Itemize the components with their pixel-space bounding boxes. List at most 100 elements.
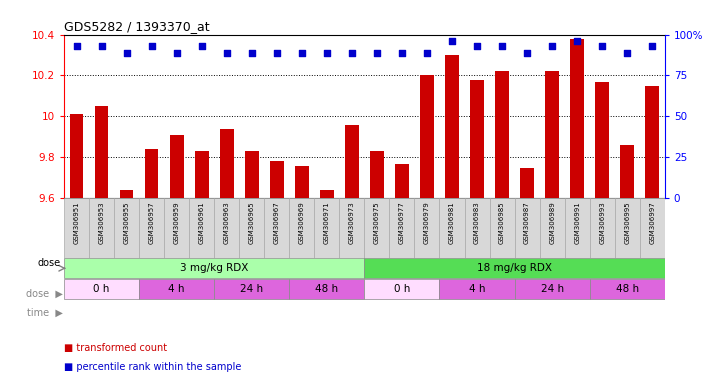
Text: dose  ▶: dose ▶ xyxy=(26,289,63,299)
Bar xyxy=(239,198,264,258)
Bar xyxy=(420,76,434,198)
Text: GSM306987: GSM306987 xyxy=(524,201,530,244)
Bar xyxy=(589,279,665,299)
Text: 0 h: 0 h xyxy=(394,284,410,294)
Bar xyxy=(339,198,364,258)
Text: GSM306997: GSM306997 xyxy=(649,201,656,244)
Text: time  ▶: time ▶ xyxy=(27,308,63,318)
Bar xyxy=(345,125,359,198)
Bar xyxy=(139,198,164,258)
Point xyxy=(221,50,232,56)
Point xyxy=(146,43,157,49)
Text: GSM306985: GSM306985 xyxy=(499,201,505,244)
Point xyxy=(447,38,458,44)
Text: 48 h: 48 h xyxy=(315,284,338,294)
Point xyxy=(121,50,132,56)
Bar xyxy=(370,151,384,198)
Point xyxy=(646,43,658,49)
Bar xyxy=(570,39,584,198)
Point xyxy=(246,50,257,56)
Point xyxy=(346,50,358,56)
Text: GSM306965: GSM306965 xyxy=(249,201,255,244)
Bar xyxy=(320,190,333,198)
Point xyxy=(572,38,583,44)
Bar xyxy=(270,161,284,198)
Bar xyxy=(565,198,589,258)
Bar xyxy=(390,198,415,258)
Point xyxy=(597,43,608,49)
Bar xyxy=(214,198,239,258)
Bar xyxy=(439,279,515,299)
Bar xyxy=(515,279,589,299)
Bar xyxy=(540,198,565,258)
Bar xyxy=(365,258,665,278)
Bar xyxy=(114,198,139,258)
Bar xyxy=(415,198,439,258)
Text: ■ transformed count: ■ transformed count xyxy=(64,343,167,353)
Bar xyxy=(189,198,214,258)
Bar xyxy=(164,198,189,258)
Bar xyxy=(464,198,490,258)
Text: GSM306979: GSM306979 xyxy=(424,201,430,244)
Text: GSM306983: GSM306983 xyxy=(474,201,480,244)
Text: GSM306955: GSM306955 xyxy=(124,201,129,244)
Text: ■ percentile rank within the sample: ■ percentile rank within the sample xyxy=(64,362,241,372)
Point xyxy=(196,43,208,49)
Text: GSM306953: GSM306953 xyxy=(99,201,105,244)
Text: GSM306995: GSM306995 xyxy=(624,201,630,244)
Point xyxy=(296,50,307,56)
Text: GSM306961: GSM306961 xyxy=(198,201,205,244)
Bar xyxy=(545,71,559,198)
Point xyxy=(321,50,333,56)
Text: 4 h: 4 h xyxy=(169,284,185,294)
Bar xyxy=(95,106,108,198)
Bar xyxy=(314,198,339,258)
Bar xyxy=(395,164,409,198)
Text: GSM306991: GSM306991 xyxy=(574,201,580,244)
Point xyxy=(96,43,107,49)
Bar xyxy=(214,279,289,299)
Text: GSM306971: GSM306971 xyxy=(324,201,330,244)
Bar xyxy=(119,190,134,198)
Bar xyxy=(595,82,609,198)
Text: GSM306959: GSM306959 xyxy=(173,201,180,244)
Text: GSM306969: GSM306969 xyxy=(299,201,305,244)
Text: 3 mg/kg RDX: 3 mg/kg RDX xyxy=(180,263,248,273)
Text: GSM306967: GSM306967 xyxy=(274,201,279,244)
Bar xyxy=(589,198,615,258)
Bar xyxy=(220,129,234,198)
Bar xyxy=(264,198,289,258)
Bar xyxy=(145,149,159,198)
Text: 24 h: 24 h xyxy=(240,284,263,294)
Point xyxy=(396,50,407,56)
Point xyxy=(271,50,282,56)
Bar xyxy=(245,151,259,198)
Bar xyxy=(490,198,515,258)
Bar xyxy=(64,258,365,278)
Bar xyxy=(289,279,365,299)
Text: GSM306981: GSM306981 xyxy=(449,201,455,244)
Bar xyxy=(621,145,634,198)
Text: dose: dose xyxy=(37,258,60,268)
Bar xyxy=(439,198,464,258)
Text: 18 mg/kg RDX: 18 mg/kg RDX xyxy=(477,263,552,273)
Point xyxy=(371,50,383,56)
Text: GSM306963: GSM306963 xyxy=(224,201,230,244)
Point xyxy=(71,43,82,49)
Point xyxy=(496,43,508,49)
Bar xyxy=(520,167,534,198)
Text: GSM306993: GSM306993 xyxy=(599,201,605,244)
Point xyxy=(471,43,483,49)
Bar xyxy=(515,198,540,258)
Bar xyxy=(495,71,509,198)
Bar xyxy=(365,198,390,258)
Bar xyxy=(195,151,208,198)
Bar xyxy=(139,279,214,299)
Bar xyxy=(445,55,459,198)
Bar xyxy=(70,114,83,198)
Point xyxy=(422,50,433,56)
Bar xyxy=(365,279,439,299)
Bar xyxy=(470,79,484,198)
Bar xyxy=(64,279,139,299)
Bar xyxy=(64,198,89,258)
